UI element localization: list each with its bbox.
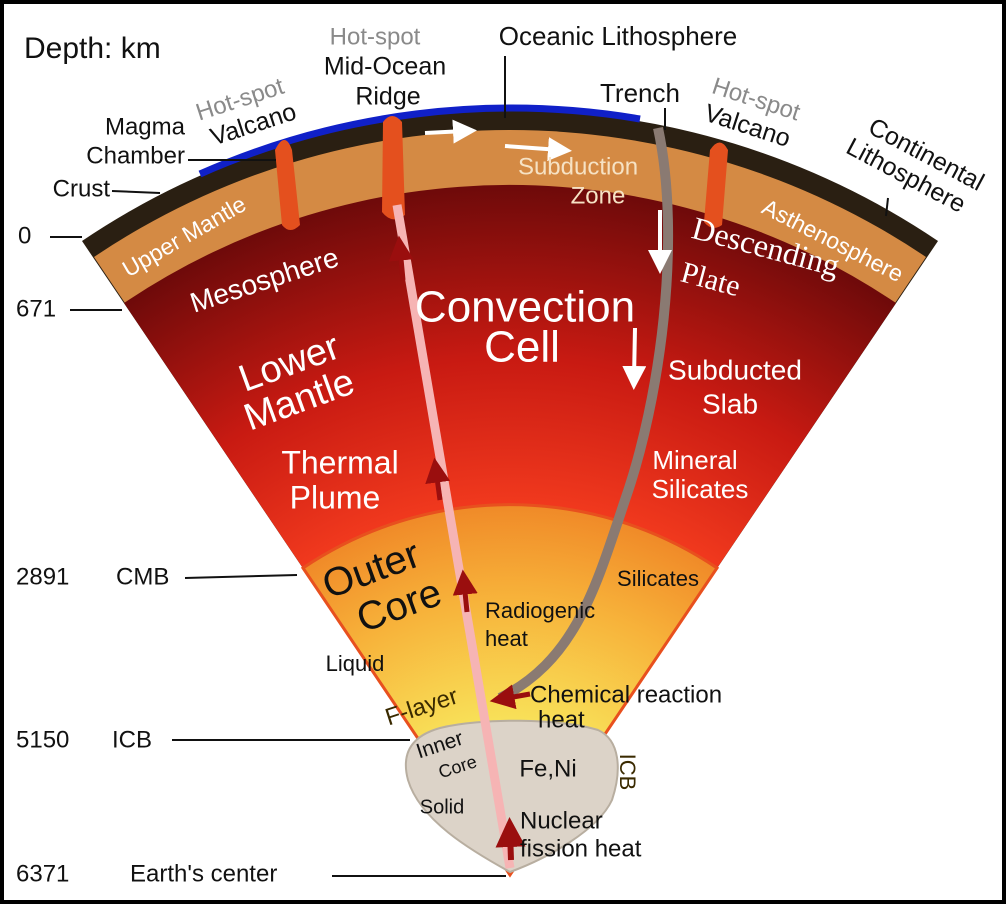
label: ICB [615, 754, 640, 791]
label: Liquid [326, 651, 385, 676]
boundary-label: ICB [112, 726, 152, 753]
flow-arrow [634, 328, 635, 378]
label: Slab [702, 388, 758, 419]
label: Hot-spot [330, 23, 421, 50]
label: Radiogenic [485, 598, 595, 623]
label: Cell [484, 323, 560, 372]
heat-arrow [510, 832, 511, 860]
heat-arrow [464, 582, 467, 612]
diagram: Depth: km 0 671 2891 CMB 5150 ICB 6371 E… [0, 0, 1006, 904]
label: Oceanic Lithosphere [499, 21, 737, 51]
label: heat [485, 626, 528, 651]
label: Chemical reaction [530, 681, 722, 708]
label: Mid-Ocean [324, 53, 446, 81]
label: fission heat [520, 835, 642, 862]
depth-tick: 5150 [16, 726, 69, 753]
flow-arrow [425, 131, 465, 133]
boundary-label: Earth's center [130, 860, 277, 887]
label: Subduction [518, 153, 638, 180]
depth-tick: 671 [16, 295, 56, 322]
label: Solid [141, 451, 190, 476]
label: Chamber [86, 142, 185, 169]
heat-arrow [400, 248, 403, 280]
label: Zone [571, 182, 626, 209]
label: Ridge [355, 83, 420, 111]
label: Plume [290, 479, 381, 515]
label: Trench [600, 78, 680, 108]
boundary-label: CMB [116, 563, 169, 590]
depth-title: Depth: km [24, 32, 161, 65]
depth-tick: 0 [18, 222, 31, 249]
label: CMB [741, 604, 766, 653]
depth-tick: 2891 [16, 563, 69, 590]
label: heat [538, 706, 585, 733]
label: Solid [420, 796, 464, 818]
label: Subducted [668, 354, 802, 385]
label: Silicates [652, 474, 749, 504]
label: Nuclear [520, 807, 603, 834]
label: Crust [53, 175, 111, 202]
label: Mineral [652, 445, 737, 475]
label: Thermal [281, 444, 398, 480]
ridge [382, 116, 405, 219]
depth-tick: 6371 [16, 860, 69, 887]
label: Silicates [617, 566, 699, 591]
label: Magma [105, 113, 186, 140]
label: Fe,Ni [519, 755, 576, 782]
